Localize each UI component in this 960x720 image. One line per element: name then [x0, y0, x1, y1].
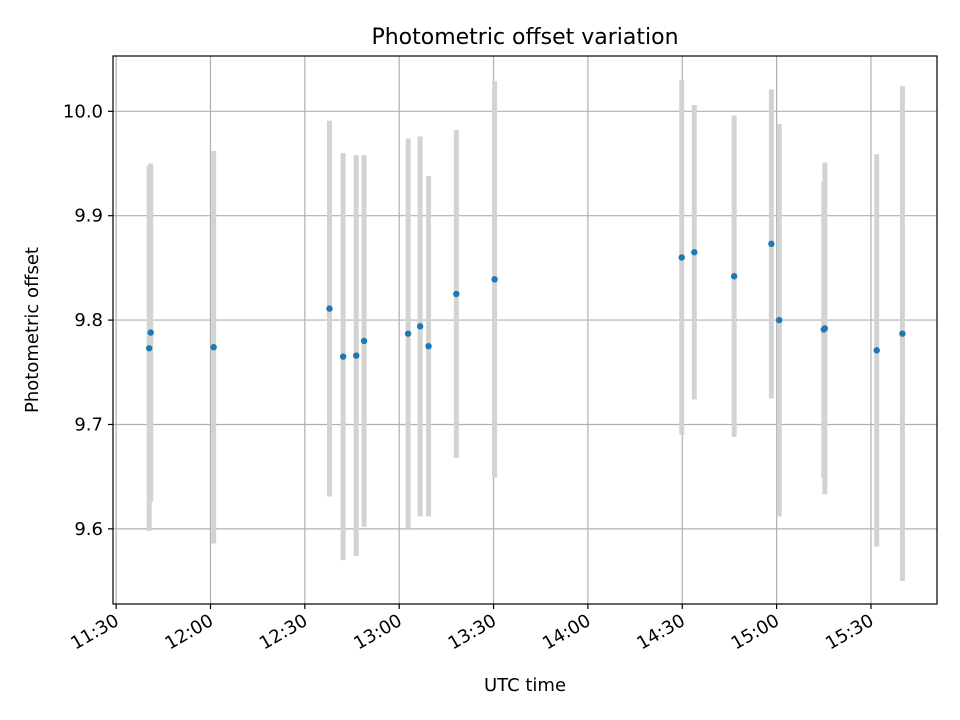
data-point [453, 290, 460, 298]
data-point [147, 329, 154, 336]
y-tick-label: 9.8 [74, 310, 103, 331]
data-point [768, 240, 775, 248]
data-point [326, 305, 333, 312]
y-axis-label: Photometric offset [22, 247, 43, 413]
data-point [730, 273, 738, 280]
y-tick-label: 9.6 [74, 519, 103, 540]
data-point [416, 323, 424, 330]
data-point [899, 330, 906, 337]
data-point [339, 353, 347, 360]
data-point [404, 330, 412, 337]
y-tick-label: 9.9 [74, 206, 103, 227]
data-point [491, 276, 498, 283]
data-point [776, 316, 783, 324]
chart-title: Photometric offset variation [371, 25, 678, 50]
data-point [353, 352, 360, 359]
data-point [210, 344, 217, 351]
y-tick-label: 9.7 [74, 414, 103, 435]
data-point [678, 254, 685, 261]
x-axis-label: UTC time [484, 675, 566, 696]
data-point [821, 325, 829, 332]
plot-frame [112, 55, 938, 605]
data-points [145, 240, 906, 360]
y-axis-ticks: 9.6 9.7 9.8 9.9 10.0 [63, 101, 113, 540]
data-point [691, 249, 698, 256]
data-point [425, 342, 432, 350]
data-point [360, 337, 368, 345]
data-point [873, 347, 880, 354]
data-point [145, 345, 153, 352]
y-tick-label: 10.0 [63, 101, 103, 122]
